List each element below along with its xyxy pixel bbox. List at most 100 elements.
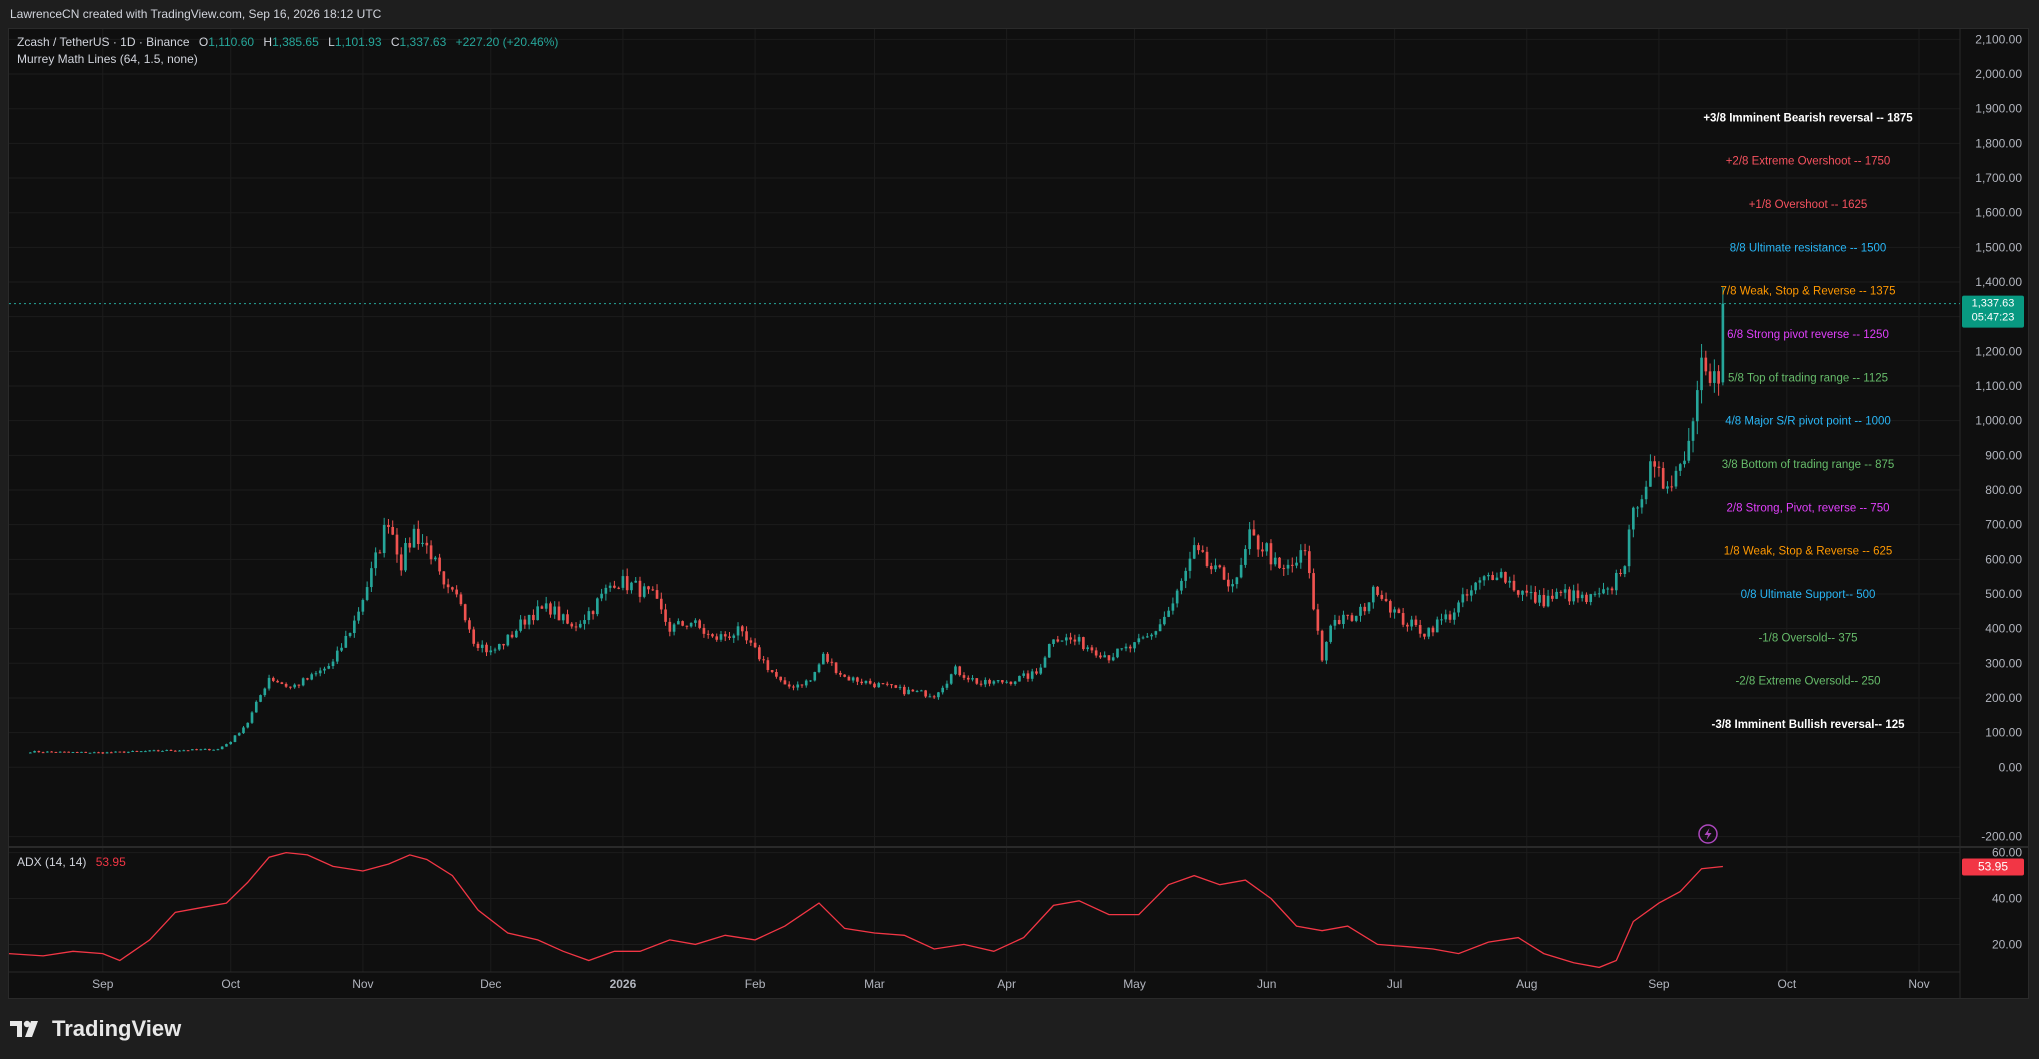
candle-body xyxy=(217,749,220,750)
candle-body xyxy=(1427,628,1430,637)
candle-body xyxy=(144,751,147,752)
candle-body xyxy=(707,634,710,635)
candle-body xyxy=(1248,529,1251,549)
candle-body xyxy=(93,752,96,753)
candle-body xyxy=(1355,616,1358,621)
candle-body xyxy=(622,576,625,588)
candle-body xyxy=(1423,634,1426,637)
candle-body xyxy=(1380,595,1383,599)
murrey-level-label: 4/8 Major S/R pivot point -- 1000 xyxy=(1725,416,1891,428)
legend-symbol[interactable]: Zcash / TetherUS · 1D · Binance xyxy=(17,35,190,49)
candle-body xyxy=(737,626,740,635)
time-tick-label: Feb xyxy=(745,977,766,991)
candle-body xyxy=(1155,631,1158,635)
candle-body xyxy=(1167,611,1170,617)
murrey-level-label: 3/8 Bottom of trading range -- 875 xyxy=(1722,459,1895,471)
murrey-levels: +3/8 Imminent Bearish reversal -- 1875+2… xyxy=(1703,112,1913,731)
candle-body xyxy=(1577,590,1580,598)
candle-body xyxy=(758,647,761,659)
candle-body xyxy=(1572,590,1575,601)
tradingview-logo-icon[interactable] xyxy=(10,1019,46,1039)
candle-body xyxy=(281,682,284,684)
footer-brand[interactable]: TradingView xyxy=(52,1016,181,1042)
adx-tick-label: 20.00 xyxy=(1992,937,2022,951)
time-axis[interactable]: Sep Oct Nov Dec 2026 Feb Mar Apr May Jun Jul Aug Sep… xyxy=(92,977,1930,991)
price-axis[interactable]: 2,100.00 2,000.00 1,900.00 1,800.00 1,700.00… xyxy=(1975,32,2022,843)
candle-body xyxy=(366,587,369,600)
candle-body xyxy=(1338,620,1341,624)
candle-body xyxy=(1470,590,1473,595)
murrey-level-label: -3/8 Imminent Bullish reversal-- 125 xyxy=(1711,719,1905,731)
candle-body xyxy=(119,752,122,753)
time-tick-label: 2026 xyxy=(610,977,637,991)
murrey-level-label: -2/8 Extreme Oversold-- 250 xyxy=(1735,676,1880,688)
adx-badge-value: 53.95 xyxy=(1978,859,2008,873)
candle-body xyxy=(1717,371,1720,383)
candle-body xyxy=(1508,581,1511,583)
candle-body xyxy=(762,659,765,660)
candle-series xyxy=(29,287,1724,754)
candle-body xyxy=(1193,545,1196,559)
candle-body xyxy=(899,687,902,688)
candle-body xyxy=(681,621,684,626)
candle-body xyxy=(1500,572,1503,578)
candle-body xyxy=(630,583,633,591)
candle-body xyxy=(1662,468,1665,489)
candle-body xyxy=(788,684,791,686)
candle-body xyxy=(131,751,134,752)
candle-body xyxy=(387,525,390,527)
candle-body xyxy=(1201,550,1204,552)
candle-body xyxy=(971,678,974,679)
candle-body xyxy=(33,751,36,752)
candle-body xyxy=(1679,464,1682,471)
candle-body xyxy=(728,636,731,637)
price-tick-label: 1,200.00 xyxy=(1975,344,2022,358)
candle-body xyxy=(1653,461,1656,466)
price-tick-label: 1,800.00 xyxy=(1975,136,2022,150)
candle-body xyxy=(1065,637,1068,640)
candle-body xyxy=(1713,371,1716,383)
indicator-label[interactable]: Murrey Math Lines (64, 1.5, none) xyxy=(17,52,198,66)
candle-body xyxy=(605,588,608,594)
candle-body xyxy=(344,636,347,648)
candle-body xyxy=(711,634,714,636)
candle-body xyxy=(1700,358,1703,390)
candle-body xyxy=(374,552,377,568)
candle-body xyxy=(170,750,173,751)
candle-body xyxy=(238,733,241,735)
candle-body xyxy=(907,690,910,694)
candle-body xyxy=(1444,614,1447,619)
candle-body xyxy=(843,675,846,677)
candle-body xyxy=(954,666,957,674)
lightning-icon[interactable] xyxy=(1699,825,1717,843)
candle-body xyxy=(1056,639,1059,641)
candle-body xyxy=(1368,602,1371,611)
time-tick-label: Jul xyxy=(1387,977,1402,991)
candle-body xyxy=(1150,635,1153,637)
candle-body xyxy=(779,677,782,681)
candle-body xyxy=(813,672,816,680)
candle-body xyxy=(323,669,326,671)
candle-body xyxy=(771,670,774,672)
candle-body xyxy=(767,660,770,670)
candle-body xyxy=(225,744,228,746)
adx-label[interactable]: ADX (14, 14) xyxy=(17,855,86,869)
candle-body xyxy=(506,635,509,646)
murrey-level-label: +2/8 Extreme Overshoot -- 1750 xyxy=(1726,156,1891,168)
candle-body xyxy=(1299,550,1302,563)
candle-body xyxy=(1091,647,1094,650)
candle-body xyxy=(613,586,616,588)
candle-body xyxy=(425,543,428,546)
candle-body xyxy=(1432,628,1435,633)
candle-body xyxy=(89,753,92,754)
candle-body xyxy=(1346,615,1349,616)
price-tick-label: 1,600.00 xyxy=(1975,206,2022,220)
candle-body xyxy=(941,688,944,693)
candle-body xyxy=(285,684,288,687)
candle-body xyxy=(553,607,556,615)
candle-body xyxy=(651,589,654,590)
candle-body xyxy=(1628,529,1631,566)
candle-body xyxy=(1031,671,1034,678)
price-tick-label: 1,000.00 xyxy=(1975,414,2022,428)
